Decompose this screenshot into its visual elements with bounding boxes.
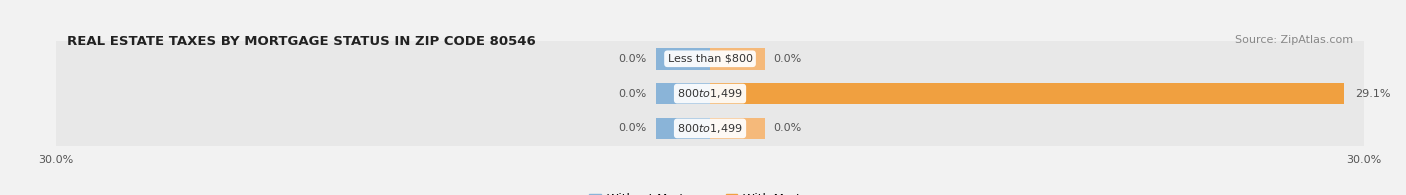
Text: 0.0%: 0.0% xyxy=(619,54,647,64)
Bar xyxy=(710,118,765,139)
Text: 0.0%: 0.0% xyxy=(619,123,647,133)
Bar xyxy=(655,48,710,70)
Bar xyxy=(655,83,710,104)
Legend: Without Mortgage, With Mortgage: Without Mortgage, With Mortgage xyxy=(585,188,835,195)
Bar xyxy=(56,76,1364,111)
Text: $800 to $1,499: $800 to $1,499 xyxy=(678,122,742,135)
Text: 0.0%: 0.0% xyxy=(773,123,801,133)
Text: Source: ZipAtlas.com: Source: ZipAtlas.com xyxy=(1236,35,1354,45)
Text: Less than $800: Less than $800 xyxy=(668,54,752,64)
Text: REAL ESTATE TAXES BY MORTGAGE STATUS IN ZIP CODE 80546: REAL ESTATE TAXES BY MORTGAGE STATUS IN … xyxy=(66,35,536,48)
Text: 0.0%: 0.0% xyxy=(773,54,801,64)
Text: 0.0%: 0.0% xyxy=(619,89,647,99)
Bar xyxy=(710,83,1344,104)
Bar xyxy=(655,118,710,139)
Bar xyxy=(710,48,765,70)
Bar xyxy=(56,111,1364,146)
Text: $800 to $1,499: $800 to $1,499 xyxy=(678,87,742,100)
Text: 29.1%: 29.1% xyxy=(1355,89,1391,99)
Bar xyxy=(56,41,1364,76)
